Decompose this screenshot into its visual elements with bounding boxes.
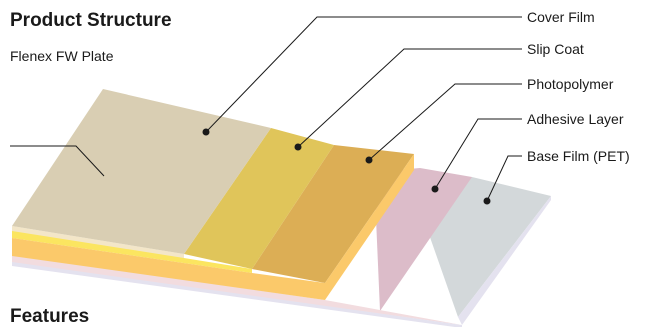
- plate-cream-edge: [12, 226, 184, 259]
- layer-label-adhesive-layer: Adhesive Layer: [527, 111, 624, 127]
- slip-coat-leader-line: [297, 48, 522, 148]
- layer-label-slip-coat: Slip Coat: [527, 41, 584, 57]
- photopolymer-marker: [365, 156, 373, 164]
- photopolymer-top-face: [252, 145, 414, 283]
- plate-leader-line: [10, 145, 105, 177]
- plate-label: Flenex FW Plate: [10, 48, 114, 64]
- layer-label-cover-film: Cover Film: [527, 9, 595, 25]
- cover-film-leader-line: [205, 16, 522, 133]
- adhesive-layer-top-face: [374, 168, 472, 311]
- plate-pink-edge: [12, 255, 462, 325]
- plate-orange-edge: [12, 238, 325, 300]
- layer-label-photopolymer: Photopolymer: [527, 76, 614, 92]
- features-heading: Features: [10, 306, 89, 327]
- adhesive-leader-line: [434, 118, 522, 190]
- base-film-marker: [483, 197, 491, 205]
- slip-coat-top-face: [184, 128, 334, 269]
- photopolymer-leader-line: [368, 83, 522, 161]
- slip-coat-marker: [294, 143, 302, 151]
- plate-yellow-edge: [12, 231, 252, 273]
- photopolymer-side-face: [325, 154, 414, 300]
- plate-lavender-edge: [12, 262, 462, 327]
- layer-label-base-film: Base Film (PET): [527, 148, 630, 164]
- base-film-leader-line: [486, 155, 522, 202]
- base-film-side-face: [458, 196, 551, 325]
- cover-film-marker: [202, 128, 210, 136]
- diagram-title: Product Structure: [10, 10, 172, 31]
- adhesive-marker: [431, 185, 439, 193]
